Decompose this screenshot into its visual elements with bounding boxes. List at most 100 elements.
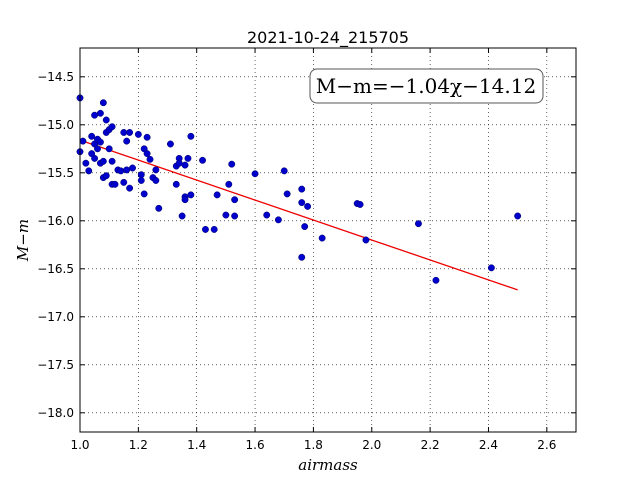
data-point — [231, 196, 239, 204]
data-point — [213, 191, 221, 199]
data-point — [432, 276, 440, 284]
data-point — [88, 132, 96, 140]
equation-box-frame — [309, 68, 544, 104]
data-point — [102, 116, 110, 124]
data-point — [251, 170, 259, 178]
data-point — [362, 236, 370, 244]
data-point — [143, 133, 151, 141]
y-tick-label: −16.5 — [37, 262, 74, 276]
chart-title: 2021-10-24_215705 — [247, 28, 409, 48]
data-point — [487, 264, 495, 272]
data-point — [225, 180, 233, 188]
data-point — [143, 150, 151, 158]
x-tick-label: 1.2 — [129, 438, 148, 452]
data-point — [99, 99, 107, 107]
data-point — [99, 157, 107, 165]
data-point — [155, 204, 163, 212]
data-point — [152, 177, 160, 184]
data-point — [79, 137, 87, 145]
data-point — [181, 196, 189, 204]
data-point — [102, 172, 110, 180]
data-point — [134, 130, 142, 138]
fit-equation: M−m=−1.04χ−14.12 — [316, 74, 536, 98]
data-point — [199, 156, 206, 164]
data-point — [117, 167, 125, 175]
data-point — [298, 185, 306, 193]
data-point — [514, 212, 522, 220]
y-tick-label: −15.5 — [37, 166, 74, 180]
data-point — [263, 211, 271, 219]
data-point — [298, 253, 306, 261]
data-point — [108, 123, 116, 131]
data-point — [280, 167, 288, 175]
data-point — [202, 225, 209, 233]
points-layer — [76, 94, 522, 284]
fit-line-layer — [79, 139, 518, 291]
x-tick-label: 2.0 — [362, 438, 381, 452]
data-point — [126, 184, 134, 192]
data-point — [301, 223, 309, 231]
data-point — [175, 159, 183, 167]
y-tick-label: −16.0 — [37, 214, 74, 228]
y-axis-label: M−m — [14, 219, 32, 262]
data-point — [298, 199, 306, 207]
x-tick-label: 2.6 — [537, 438, 556, 452]
x-axis: 1.0 1.2 1.4 1.6 1.8 2.0 2.2 2.4 2.6 — [70, 48, 556, 452]
data-point — [228, 160, 236, 168]
data-point — [91, 154, 99, 162]
data-point — [123, 166, 131, 174]
y-tick-label: −14.5 — [37, 70, 74, 84]
y-tick-label: −18.0 — [37, 406, 74, 420]
data-point — [181, 161, 189, 169]
data-point — [126, 129, 134, 136]
data-point — [210, 225, 218, 233]
x-tick-label: 1.8 — [304, 438, 323, 452]
data-point — [172, 180, 180, 188]
fit-equation-box: M−m=−1.04χ−14.12 — [309, 68, 544, 104]
data-point — [129, 164, 136, 172]
data-point — [187, 191, 195, 199]
data-point — [274, 216, 282, 224]
data-point — [414, 220, 422, 228]
data-point — [94, 145, 101, 153]
y-axis: −14.5 −15.0 −15.5 −16.0 −16.5 −17.0 −17.5 −18.0 — [37, 70, 576, 420]
x-tick-label: 2.4 — [479, 438, 498, 452]
data-point — [85, 167, 93, 175]
data-point — [108, 157, 116, 165]
data-point — [178, 212, 186, 220]
y-tick-label: −15.0 — [37, 118, 74, 132]
x-axis-label: airmass — [298, 456, 358, 474]
data-point — [356, 201, 364, 208]
plot-frame — [79, 47, 577, 433]
y-tick-label: −17.5 — [37, 358, 74, 372]
data-point — [146, 155, 154, 163]
data-point — [96, 138, 104, 146]
data-point — [187, 132, 195, 140]
data-point — [304, 202, 312, 210]
data-point — [123, 137, 131, 145]
data-point — [318, 234, 326, 242]
data-point — [166, 140, 174, 148]
data-point — [184, 154, 192, 162]
data-point — [120, 178, 128, 186]
x-tick-label: 1.0 — [70, 438, 89, 452]
data-point — [222, 211, 230, 219]
data-point — [96, 109, 104, 117]
data-point — [140, 190, 148, 198]
data-point — [111, 180, 119, 188]
data-point — [82, 159, 90, 167]
fit-line — [79, 139, 518, 291]
data-point — [283, 190, 291, 198]
data-point — [120, 129, 128, 136]
data-point — [137, 171, 145, 179]
data-point — [91, 111, 99, 119]
data-point — [231, 212, 239, 220]
data-point — [152, 166, 160, 174]
x-tick-label: 1.4 — [187, 438, 206, 452]
x-tick-label: 2.2 — [421, 438, 440, 452]
y-tick-label: −17.0 — [37, 310, 74, 324]
x-tick-label: 1.6 — [246, 438, 265, 452]
data-point — [105, 145, 113, 153]
data-point — [137, 177, 145, 184]
